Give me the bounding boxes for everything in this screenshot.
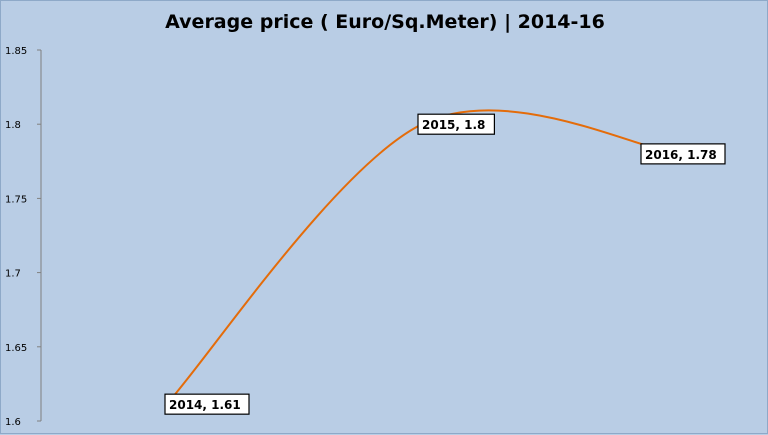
data-label-box xyxy=(640,143,726,165)
chart-title: Average price ( Euro/Sq.Meter) | 2014-16 xyxy=(165,11,605,33)
data-label: 2014, 1.61 xyxy=(169,398,241,412)
data-label: 2016, 1.78 xyxy=(645,148,717,162)
y-tick-label: 1.65 xyxy=(5,343,27,354)
data-label-box xyxy=(164,393,250,415)
y-tick-label: 1.7 xyxy=(5,269,21,280)
y-tick-label: 1.75 xyxy=(5,194,27,205)
y-tick-label: 1.6 xyxy=(5,417,21,428)
data-label-box xyxy=(417,113,496,135)
y-tick-label: 1.85 xyxy=(5,46,27,57)
series-line xyxy=(164,109,680,407)
data-label: 2015, 1.8 xyxy=(422,118,485,132)
y-tick-label: 1.8 xyxy=(5,120,21,131)
